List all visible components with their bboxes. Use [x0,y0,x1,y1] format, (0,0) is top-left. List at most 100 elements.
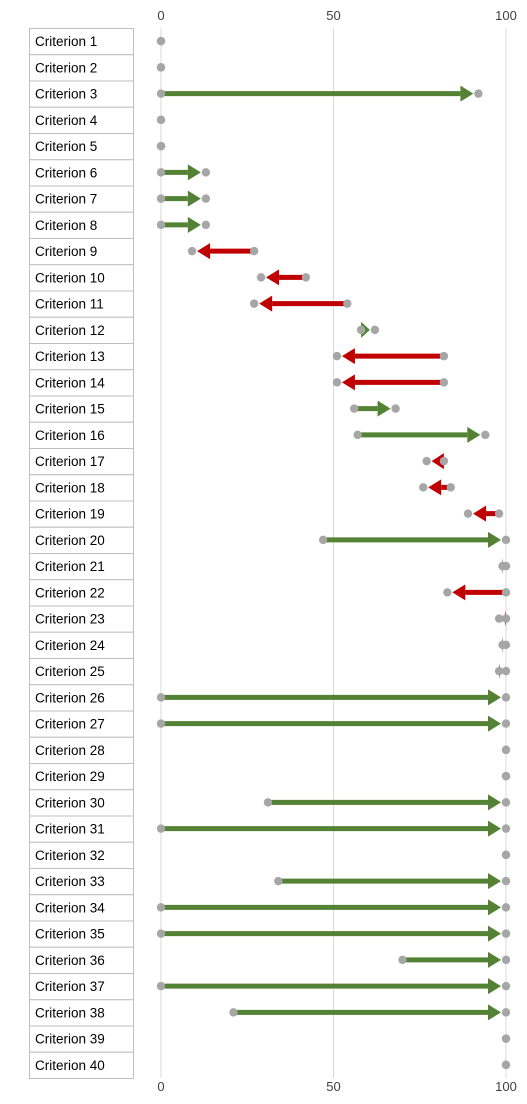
category-label: Criterion 39 [29,1025,134,1053]
category-label: Criterion 36 [29,946,134,974]
start-marker [156,115,166,125]
start-marker [156,693,166,702]
category-label-text: Criterion 39 [35,1032,105,1047]
decrease-arrow-head [452,584,466,601]
data-row [353,426,490,443]
end-marker [201,220,211,230]
start-marker [439,456,449,466]
start-marker [439,378,449,387]
increase-arrow-head [488,925,501,942]
category-label: Criterion 28 [29,736,134,764]
category-label: Criterion 23 [29,605,134,633]
category-label-box [29,343,134,371]
increase-arrow-head [460,85,474,102]
end-marker [501,981,511,991]
category-label-box [29,946,134,974]
category-label-text: Criterion 7 [35,192,97,207]
end-marker [422,456,431,466]
start-marker [274,876,283,886]
category-label: Criterion 22 [29,579,134,607]
start-marker [350,404,359,413]
category-label-text: Criterion 33 [35,874,105,889]
category-label-text: Criterion 18 [35,480,105,495]
data-row [187,243,259,260]
start-marker [439,351,449,361]
increase-arrow-head [377,400,391,417]
category-label-text: Criterion 34 [35,900,105,915]
data-row [156,190,211,207]
category-label-box [29,658,134,686]
category-label-text: Criterion 27 [35,717,105,732]
end-marker [474,89,483,98]
category-label-box [29,763,134,791]
start-marker [156,929,166,938]
category-label: Criterion 32 [29,841,134,869]
category-label-box [29,500,134,528]
category-label-box [29,80,134,108]
start-marker [398,955,407,965]
category-label: Criterion 40 [29,1051,134,1079]
category-label-text: Criterion 25 [35,664,105,679]
start-marker [156,36,166,46]
data-row [156,36,166,46]
category-label: Criterion 7 [29,185,134,213]
series-arrows [156,36,511,1070]
category-label-text: Criterion 11 [35,297,104,312]
start-marker [446,483,455,492]
category-label-text: Criterion 1 [35,34,97,49]
data-row [318,531,511,548]
increase-arrow-head [361,321,370,338]
end-marker [463,509,473,518]
category-label: Criterion 37 [29,973,134,1001]
start-marker [353,430,362,440]
category-label-text: Criterion 38 [35,1005,105,1020]
data-row [498,636,511,653]
category-label-text: Criterion 28 [35,743,105,758]
x-tick-label-bottom: 50 [326,1079,340,1094]
data-row [494,610,511,627]
category-label: Criterion 20 [29,526,134,554]
category-label: Criterion 33 [29,868,134,896]
x-tick-label-bottom: 100 [495,1079,517,1094]
category-label-box [29,185,134,213]
decrease-arrow-head [431,453,444,470]
category-label: Criterion 15 [29,395,134,423]
category-label: Criterion 2 [29,54,134,82]
data-row [156,141,166,151]
category-label-text: Criterion 20 [35,533,105,548]
category-label-text: Criterion 24 [35,638,105,653]
category-label: Criterion 29 [29,763,134,791]
data-row [501,1034,511,1043]
data-row [494,663,511,680]
data-row [156,820,511,837]
x-tick-label-top: 100 [495,8,517,23]
end-marker [501,693,511,702]
end-marker [501,824,511,833]
data-row [443,584,511,601]
category-label: Criterion 31 [29,815,134,843]
end-marker [419,483,428,492]
category-label-box [29,369,134,397]
start-marker [156,981,166,991]
end-marker [187,246,197,256]
category-label-text: Criterion 4 [35,113,98,128]
data-row [156,925,511,942]
data-row [156,164,211,181]
category-label-text: Criterion 3 [35,87,97,102]
data-row [356,321,380,338]
increase-arrow-head [187,164,201,181]
end-marker [501,929,511,938]
start-marker [501,850,511,860]
category-label: Criterion 3 [29,80,134,108]
category-label-text: Criterion 2 [35,60,97,75]
decrease-arrow-head [428,479,442,496]
start-marker [156,141,166,151]
start-marker [501,588,511,597]
end-marker [443,588,452,597]
category-label: Criterion 19 [29,500,134,528]
category-label: Criterion 5 [29,133,134,161]
end-marker [201,168,211,177]
end-marker [501,798,511,807]
